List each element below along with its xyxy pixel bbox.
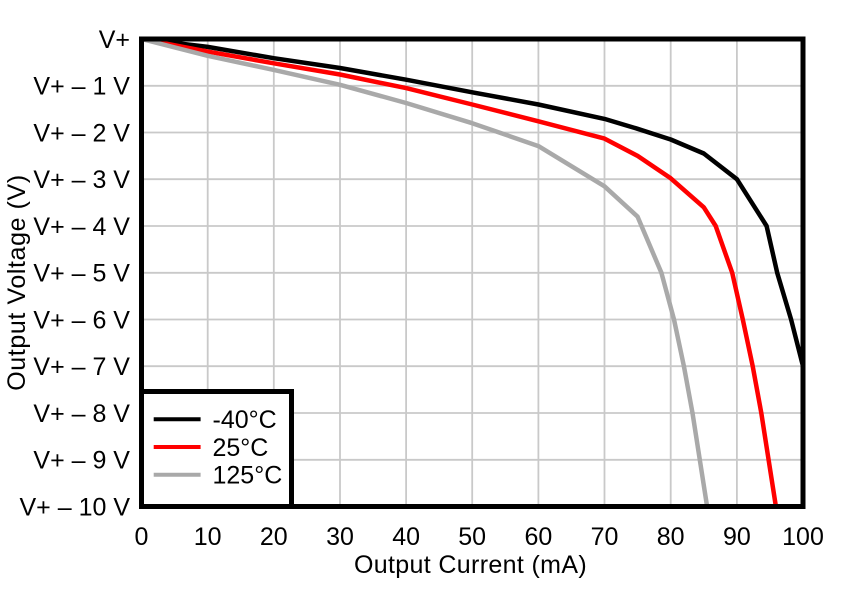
svg-text:V+ – 9 V: V+ – 9 V: [33, 447, 130, 475]
svg-text:100: 100: [782, 523, 824, 551]
svg-text:-40°C: -40°C: [213, 406, 277, 434]
svg-text:60: 60: [524, 523, 552, 551]
svg-text:20: 20: [260, 523, 288, 551]
svg-text:50: 50: [458, 523, 486, 551]
svg-text:V+ – 10 V: V+ – 10 V: [20, 493, 131, 521]
svg-text:Output Voltage (V): Output Voltage (V): [3, 174, 31, 390]
svg-text:V+ – 3 V: V+ – 3 V: [33, 166, 130, 194]
svg-text:70: 70: [591, 523, 619, 551]
svg-text:V+ – 7 V: V+ – 7 V: [33, 353, 130, 381]
svg-text:10: 10: [194, 523, 222, 551]
svg-text:0: 0: [135, 523, 149, 551]
svg-text:Output Current (mA): Output Current (mA): [354, 551, 587, 579]
svg-text:25°C: 25°C: [213, 434, 269, 462]
svg-text:V+ – 5 V: V+ – 5 V: [33, 260, 130, 288]
svg-text:V+ – 6 V: V+ – 6 V: [33, 306, 130, 334]
svg-text:90: 90: [723, 523, 751, 551]
svg-text:V+: V+: [99, 26, 130, 54]
svg-text:V+ – 2 V: V+ – 2 V: [33, 119, 130, 147]
svg-text:V+ – 4 V: V+ – 4 V: [33, 213, 130, 241]
svg-text:V+ – 8 V: V+ – 8 V: [33, 400, 130, 428]
svg-text:V+ – 1 V: V+ – 1 V: [33, 73, 130, 101]
svg-text:80: 80: [657, 523, 685, 551]
svg-text:40: 40: [392, 523, 420, 551]
svg-text:30: 30: [326, 523, 354, 551]
svg-text:125°C: 125°C: [213, 462, 283, 490]
